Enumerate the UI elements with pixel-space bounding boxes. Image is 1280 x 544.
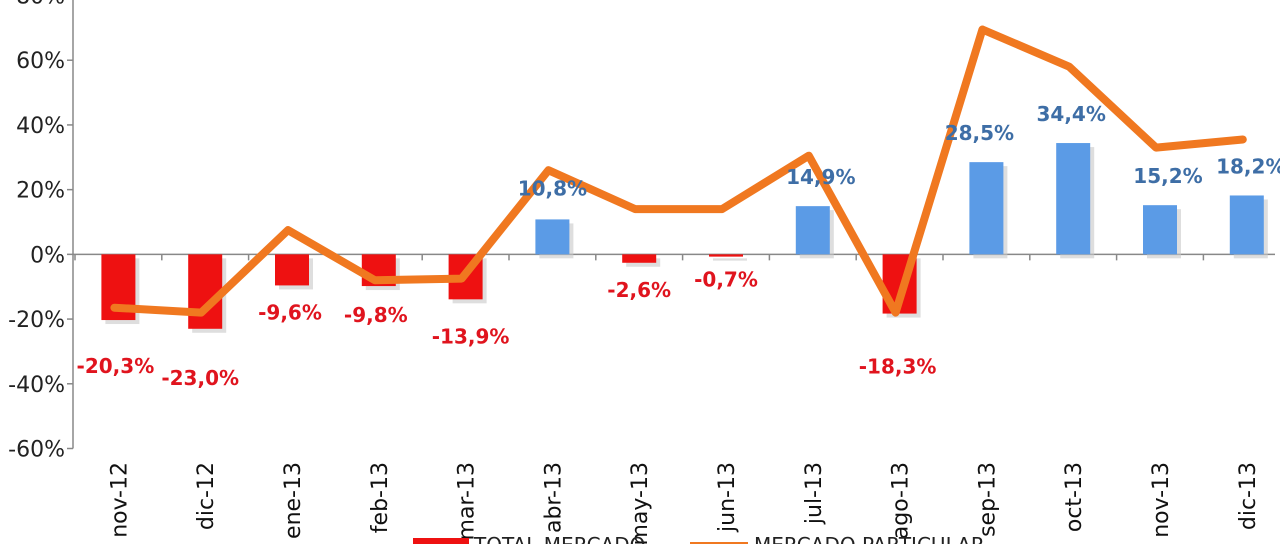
y-tick-label: 60% bbox=[16, 49, 65, 74]
axes bbox=[67, 0, 1275, 450]
legend-swatch-total-mercado bbox=[413, 538, 469, 544]
data-label: 15,2% bbox=[1133, 164, 1202, 188]
legend-label-mercado-particular: MERCADO PARTICULAR bbox=[754, 533, 985, 544]
data-label: -23,0% bbox=[161, 366, 239, 390]
y-tick-labels: -60% -40% -20% 0% 20% 40% 60% 80% bbox=[8, 0, 65, 463]
x-tick-label: ene-13 bbox=[281, 462, 306, 539]
data-label: 34,4% bbox=[1037, 102, 1106, 126]
data-label: -0,7% bbox=[694, 268, 758, 292]
x-tick-label: dic-12 bbox=[194, 462, 219, 530]
data-label: -2,6% bbox=[607, 278, 671, 302]
x-tick-label: oct-13 bbox=[1062, 462, 1087, 532]
y-tick-label: 40% bbox=[16, 114, 65, 139]
legend: TOTAL MERCADO MERCADO PARTICULAR bbox=[413, 533, 985, 544]
data-label: 14,9% bbox=[786, 165, 855, 189]
bar bbox=[709, 254, 743, 257]
bar bbox=[275, 254, 309, 286]
x-tick-label: abr-13 bbox=[541, 462, 566, 533]
data-label: -9,8% bbox=[344, 303, 408, 327]
bar bbox=[188, 254, 223, 329]
bar bbox=[969, 162, 1004, 255]
line-mercado-particular bbox=[110, 25, 1247, 317]
line-series bbox=[110, 25, 1247, 317]
x-tick-label: nov-12 bbox=[107, 462, 132, 538]
y-tick-label: 20% bbox=[16, 179, 65, 204]
legend-label-total-mercado: TOTAL MERCADO bbox=[473, 533, 645, 544]
y-tick-label: -20% bbox=[8, 308, 65, 333]
x-tick-label: may-13 bbox=[628, 462, 653, 544]
bar bbox=[795, 206, 830, 255]
bar bbox=[1229, 195, 1264, 255]
x-tick-label: feb-13 bbox=[368, 462, 393, 533]
data-label: 28,5% bbox=[945, 121, 1014, 145]
data-label: -9,6% bbox=[258, 300, 322, 324]
y-tick-label: 80% bbox=[16, 0, 65, 10]
bar bbox=[622, 254, 657, 263]
y-tick-label: 0% bbox=[30, 243, 65, 268]
x-tick-labels: nov-12 dic-12 ene-13 feb-13 mar-13 abr-13 may-… bbox=[107, 462, 1260, 544]
x-tick-label: nov-13 bbox=[1149, 462, 1174, 538]
x-tick-label: mar-13 bbox=[455, 462, 480, 540]
data-labels: -20,3% -23,0% -9,6% -9,8% -13,9% 10,8% -2,6% -0… bbox=[77, 102, 1280, 390]
x-tick-label: jun-13 bbox=[715, 462, 740, 533]
data-label: -13,9% bbox=[432, 324, 510, 348]
bar-series bbox=[101, 143, 1268, 333]
x-tick-label: dic-13 bbox=[1236, 462, 1261, 530]
x-tick-label: sep-13 bbox=[975, 462, 1000, 537]
x-tick-label: ago-13 bbox=[889, 462, 914, 539]
data-label: 10,8% bbox=[518, 176, 587, 200]
bar bbox=[535, 219, 570, 255]
data-label: -18,3% bbox=[859, 355, 937, 379]
bar bbox=[1056, 143, 1091, 255]
data-label: 18,2% bbox=[1216, 154, 1280, 178]
y-tick-label: -60% bbox=[8, 438, 65, 463]
x-tick-label: jul-13 bbox=[802, 462, 827, 525]
bar bbox=[1143, 205, 1177, 255]
bar-shadow bbox=[713, 258, 747, 261]
data-label: -20,3% bbox=[77, 354, 155, 378]
y-tick-label: -40% bbox=[8, 373, 65, 398]
